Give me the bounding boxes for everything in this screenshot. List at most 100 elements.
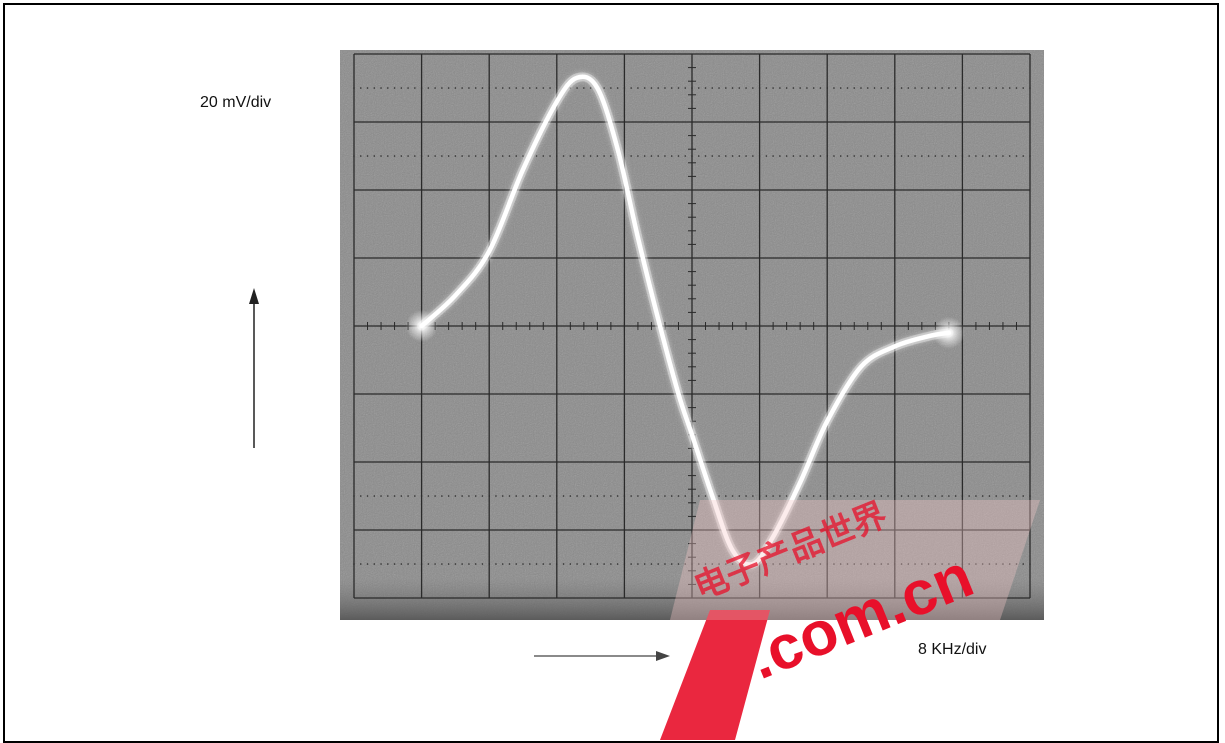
dotted-subdivision <box>603 563 605 565</box>
dotted-subdivision <box>914 155 916 157</box>
dotted-subdivision <box>643 563 646 565</box>
dotted-subdivision <box>968 495 970 497</box>
dotted-subdivision <box>643 155 646 157</box>
dotted-subdivision <box>853 563 856 565</box>
dotted-subdivision <box>880 155 883 157</box>
dotted-subdivision <box>522 495 524 497</box>
dotted-subdivision <box>677 155 680 157</box>
dotted-subdivision <box>515 87 518 89</box>
dotted-subdivision <box>1029 155 1031 157</box>
dotted-subdivision <box>799 155 801 157</box>
dotted-subdivision <box>447 495 450 497</box>
dotted-subdivision <box>752 87 754 89</box>
dotted-subdivision <box>535 495 538 497</box>
dotted-subdivision <box>535 563 538 565</box>
dotted-subdivision <box>373 495 376 497</box>
dotted-subdivision <box>353 495 355 497</box>
dotted-subdivision <box>697 155 700 157</box>
dotted-subdivision <box>1029 87 1031 89</box>
dotted-subdivision <box>738 155 741 157</box>
dotted-subdivision <box>583 495 585 497</box>
dotted-subdivision <box>981 495 984 497</box>
dotted-subdivision <box>725 155 727 157</box>
dotted-subdivision <box>981 87 984 89</box>
dotted-subdivision <box>738 495 741 497</box>
dotted-subdivision <box>353 155 355 157</box>
dotted-subdivision <box>528 563 531 565</box>
dotted-subdivision <box>880 495 883 497</box>
dotted-subdivision <box>441 563 443 565</box>
dotted-subdivision <box>948 155 950 157</box>
dotted-subdivision <box>420 563 423 565</box>
dotted-subdivision <box>819 87 822 89</box>
dotted-subdivision <box>697 495 700 497</box>
dotted-subdivision <box>657 563 659 565</box>
dotted-subdivision <box>1008 563 1011 565</box>
dotted-subdivision <box>954 495 957 497</box>
dotted-subdivision <box>684 87 687 89</box>
dotted-subdivision <box>968 155 970 157</box>
dotted-subdivision <box>1015 155 1018 157</box>
dotted-subdivision <box>380 495 382 497</box>
dotted-subdivision <box>826 563 828 565</box>
dotted-subdivision <box>927 87 930 89</box>
dotted-subdivision <box>630 87 632 89</box>
dotted-subdivision <box>1022 87 1025 89</box>
dotted-subdivision <box>441 495 443 497</box>
dotted-subdivision <box>373 87 376 89</box>
dotted-subdivision <box>501 563 504 565</box>
dotted-subdivision <box>731 87 734 89</box>
dotted-subdivision <box>359 155 362 157</box>
dotted-subdivision <box>1015 563 1018 565</box>
dotted-subdivision <box>704 155 707 157</box>
dotted-subdivision <box>373 155 376 157</box>
dotted-subdivision <box>495 495 497 497</box>
dotted-subdivision <box>839 495 842 497</box>
dotted-subdivision <box>616 495 619 497</box>
dotted-subdivision <box>880 87 883 89</box>
dotted-subdivision <box>569 495 572 497</box>
dotted-subdivision <box>603 87 605 89</box>
dotted-subdivision <box>589 495 592 497</box>
dotted-subdivision <box>583 155 585 157</box>
dotted-subdivision <box>461 563 463 565</box>
dotted-subdivision <box>866 495 869 497</box>
dotted-subdivision <box>610 495 612 497</box>
dotted-subdivision <box>948 87 950 89</box>
dotted-subdivision <box>873 87 876 89</box>
dotted-subdivision <box>414 155 416 157</box>
dotted-subdivision <box>501 87 504 89</box>
dotted-subdivision <box>562 563 565 565</box>
dotted-subdivision <box>508 563 511 565</box>
dotted-subdivision <box>664 87 666 89</box>
dotted-subdivision <box>400 495 403 497</box>
dotted-subdivision <box>434 563 436 565</box>
dotted-subdivision <box>623 563 626 565</box>
dotted-subdivision <box>914 87 916 89</box>
dotted-subdivision <box>549 155 551 157</box>
dotted-subdivision <box>839 87 842 89</box>
dotted-subdivision <box>556 495 558 497</box>
dotted-subdivision <box>407 87 409 89</box>
dotted-subdivision <box>535 87 538 89</box>
dotted-subdivision <box>981 563 984 565</box>
dotted-subdivision <box>576 155 578 157</box>
dotted-subdivision <box>934 87 937 89</box>
dotted-subdivision <box>981 155 984 157</box>
dotted-subdivision <box>474 563 477 565</box>
dotted-subdivision <box>677 87 680 89</box>
dotted-subdivision <box>610 155 612 157</box>
dotted-subdivision <box>968 87 970 89</box>
dotted-subdivision <box>501 155 504 157</box>
dotted-subdivision <box>792 155 795 157</box>
dotted-subdivision <box>454 87 457 89</box>
dotted-subdivision <box>549 563 551 565</box>
dotted-subdivision <box>670 563 673 565</box>
dotted-subdivision <box>819 563 822 565</box>
dotted-subdivision <box>380 155 382 157</box>
dotted-subdivision <box>860 495 862 497</box>
dotted-subdivision <box>387 155 389 157</box>
dotted-subdivision <box>846 155 849 157</box>
dotted-subdivision <box>819 155 822 157</box>
